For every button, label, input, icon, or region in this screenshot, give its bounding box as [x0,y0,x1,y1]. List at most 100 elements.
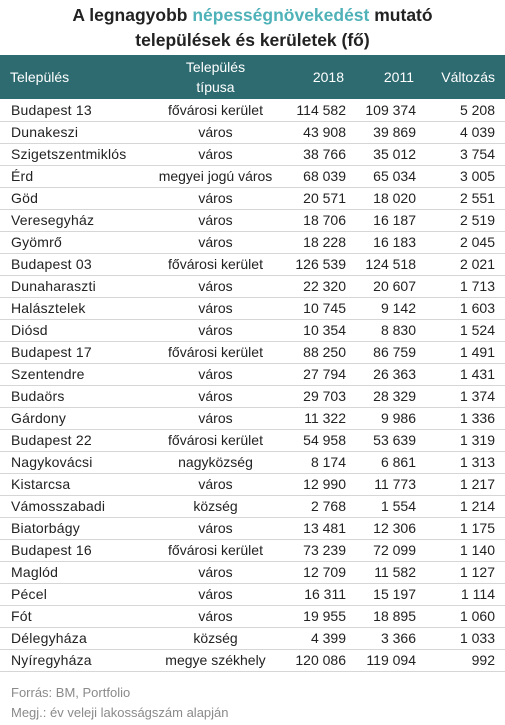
cell-type: város [198,476,233,492]
cell-name: Dunaharaszti [11,278,96,294]
cell-change: 992 [471,652,495,668]
cell-type: fővárosi kerület [168,344,263,360]
cell-change: 1 374 [459,388,495,404]
table-row: Biatorbágy város 13 481 12 306 1 175 [0,517,505,539]
cell-type: község [193,498,238,514]
cell-2018: 19 955 [303,608,346,624]
footer-note: Megj.: év veleji lakosságszám alapján [11,704,229,720]
cell-type: város [198,278,233,294]
cell-2018: 18 706 [303,212,346,228]
cell-type: megye székhely [165,652,266,668]
header-2018: 2018 [312,69,344,85]
cell-2011: 39 869 [373,124,416,140]
table-row: Budapest 16 fővárosi kerület 73 239 72 099 1… [0,539,505,561]
cell-2018: 38 766 [303,146,346,162]
cell-type: város [198,300,233,316]
cell-name: Pécel [11,586,48,602]
table-row: Budapest 17 fővárosi kerület 88 250 86 759 1… [0,341,505,363]
cell-2011: 16 183 [373,234,416,250]
cell-change: 2 021 [459,256,495,272]
table-row: Budapest 03 fővárosi kerület 126 539 124 51… [0,253,505,275]
cell-type: megyei jogú város [158,168,273,184]
cell-2018: 2 768 [310,498,346,514]
cell-name: Nyíregyháza [11,652,92,668]
table-row: Halásztelek város 10 745 9 142 1 603 [0,297,505,319]
population-table: Település Település típusa 2018 2011 Vált… [0,55,505,672]
cell-name: Szigetszentmiklós [11,146,127,162]
header-type-line1: Település [185,59,246,75]
title-highlight: népességnövekedést [192,5,370,25]
cell-name: Budapest 22 [11,432,92,448]
cell-change: 1 431 [459,366,495,382]
cell-2018: 73 239 [303,542,346,558]
cell-change: 2 551 [459,190,495,206]
cell-type: fővárosi kerület [168,432,263,448]
table-row: Kistarcsa város 12 990 11 773 1 217 [0,473,505,495]
table-row: Gyömrő város 18 228 16 183 2 045 [0,231,505,253]
cell-type: község [193,630,238,646]
cell-2018: 120 086 [295,652,346,668]
table-row: Nyíregyháza megye székhely 120 086 119 094 9… [0,649,505,671]
header-2011: 2011 [383,69,414,85]
cell-name: Budapest 16 [11,542,92,558]
cell-name: Gyömrő [11,234,62,250]
cell-name: Maglód [11,564,59,580]
cell-change: 3 754 [459,146,495,162]
cell-2018: 4 399 [310,630,346,646]
cell-type: város [198,366,233,382]
footer-source: Forrás: BM, Portfolio [11,684,131,700]
cell-name: Vámosszabadi [11,498,106,514]
title-line2: települések és kerületek (fő) [135,30,370,50]
cell-type: fővárosi kerület [168,101,263,118]
table-row: Szigetszentmiklós város 38 766 35 012 3 754 [0,143,505,165]
table-row: Veresegyház város 18 706 16 187 2 519 [0,209,505,231]
cell-name: Érd [11,168,34,184]
cell-name: Nagykovácsi [11,454,93,470]
cell-name: Budapest 13 [11,101,92,118]
cell-2018: 54 958 [303,432,346,448]
cell-2018: 12 990 [303,476,346,492]
cell-change: 1 060 [459,608,495,624]
cell-2011: 35 012 [373,146,416,162]
table-row: Dunaharaszti város 22 320 20 607 1 713 [0,275,505,297]
cell-2011: 18 020 [373,190,416,206]
cell-change: 1 114 [461,586,495,602]
cell-change: 1 336 [459,410,495,426]
table-row: Pécel város 16 311 15 197 1 114 [0,583,505,605]
cell-type: város [198,212,233,228]
cell-change: 1 140 [459,542,495,558]
cell-2018: 16 311 [304,586,346,602]
cell-name: Budaörs [11,388,65,404]
cell-2011: 3 366 [380,630,416,646]
cell-2018: 22 320 [303,278,346,294]
cell-2018: 126 539 [295,256,346,272]
cell-change: 1 491 [459,344,495,360]
cell-type: fővárosi kerület [168,256,263,272]
cell-2018: 13 481 [303,520,346,536]
cell-2011: 6 861 [380,454,416,470]
cell-name: Délegyháza [11,630,87,646]
cell-type: nagyközség [178,454,253,470]
cell-name: Szentendre [11,366,85,382]
cell-change: 1 175 [459,520,495,536]
cell-2011: 119 094 [366,652,416,668]
cell-type: város [198,564,233,580]
cell-2011: 9 142 [380,300,416,316]
table-row: Fót város 19 955 18 895 1 060 [0,605,505,627]
cell-type: város [198,388,233,404]
table-row: Délegyháza község 4 399 3 366 1 033 [0,627,505,649]
cell-name: Kistarcsa [11,476,71,492]
cell-2011: 16 187 [373,212,416,228]
cell-change: 2 045 [459,234,495,250]
table-row: Budaörs város 29 703 28 329 1 374 [0,385,505,407]
cell-change: 5 208 [459,101,495,118]
table-row: Budapest 13 fővárosi kerület 114 582 109 37… [0,99,505,121]
cell-name: Budapest 17 [11,344,92,360]
cell-2011: 86 759 [373,344,416,360]
cell-type: város [198,234,233,250]
title-part1: A legnagyobb [72,5,193,25]
table-row: Göd város 20 571 18 020 2 551 [0,187,505,209]
cell-name: Budapest 03 [11,256,92,272]
cell-2011: 28 329 [373,388,416,404]
cell-name: Diósd [11,322,48,338]
